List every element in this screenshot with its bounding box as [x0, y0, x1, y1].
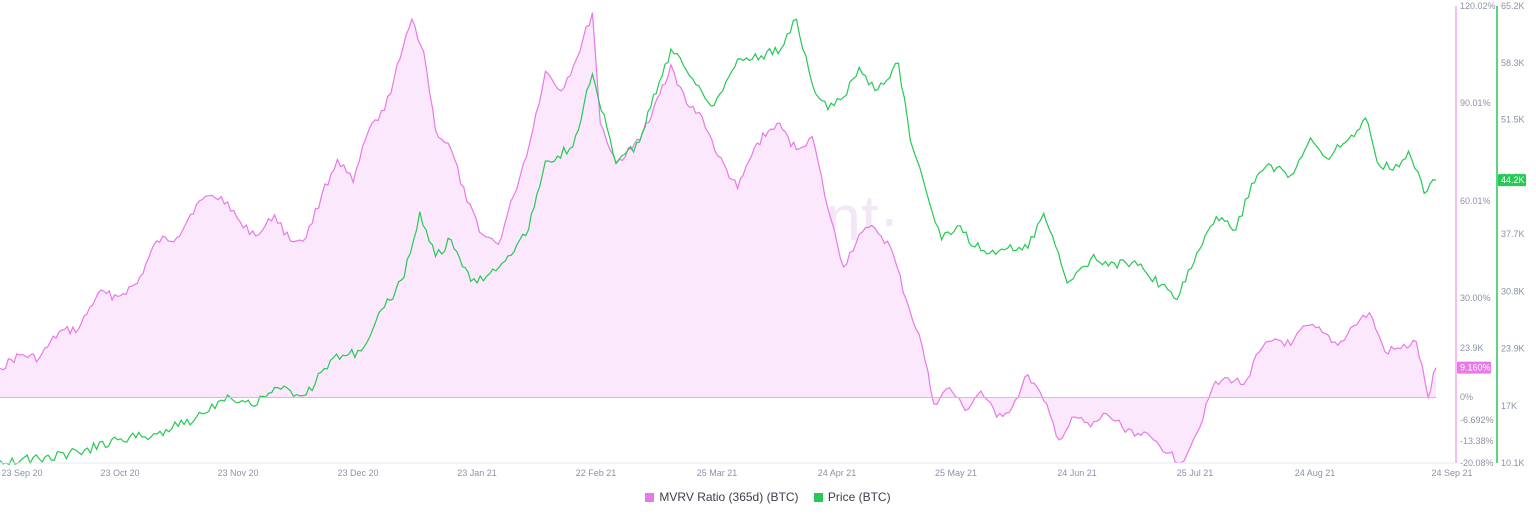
x-axis-tick-label: 24 Apr 21 [818, 468, 857, 478]
mvrv-last-value-label: 9.160% [1460, 363, 1491, 373]
price-series-line[interactable] [0, 18, 1437, 466]
mvrv-price-chart: ·santiment· 120.02%90.01%60.01%30.00%23.… [0, 1, 1526, 478]
x-axis-tick-label: 23 Oct 20 [100, 468, 139, 478]
mvrv-axis-tick-label: 0% [1460, 392, 1473, 402]
x-axis-tick-label: 24 Jun 21 [1057, 468, 1097, 478]
mvrv-area-fill [0, 12, 1436, 463]
x-axis-tick-label: 23 Sep 20 [1, 468, 42, 478]
legend-label-mvrv: MVRV Ratio (365d) (BTC) [659, 490, 799, 504]
legend-label-price: Price (BTC) [827, 490, 891, 504]
price-axis-tick-label: 65.2K [1501, 1, 1525, 11]
mvrv-axis-tick-label: 120.02% [1460, 1, 1496, 11]
mvrv-axis-tick-label: -6.692% [1460, 415, 1494, 425]
mvrv-axis-tick-label: -20.08% [1460, 458, 1494, 468]
price-axis-tick-label: 37.7K [1501, 229, 1525, 239]
mvrv-axis-tick-label: 30.00% [1460, 293, 1491, 303]
mvrv-axis-tick-label: 23.9K [1460, 343, 1484, 353]
x-axis-tick-label: 25 Mar 21 [697, 468, 738, 478]
mvrv-axis-tick-label: 60.01% [1460, 196, 1491, 206]
legend-item-price[interactable]: Price (BTC) [813, 490, 891, 504]
legend-swatch-price [813, 492, 823, 502]
mvrv-axis-tick-label: 90.01% [1460, 98, 1491, 108]
x-axis-tick-label: 25 May 21 [935, 468, 977, 478]
x-axis-tick-label: 25 Jul 21 [1177, 468, 1214, 478]
price-axis-tick-label: 51.5K [1501, 115, 1525, 125]
chart-legend: MVRV Ratio (365d) (BTC) Price (BTC) [0, 490, 1536, 505]
x-axis-tick-label: 23 Dec 20 [337, 468, 378, 478]
price-axis-tick-label: 58.3K [1501, 58, 1525, 68]
legend-swatch-mvrv [645, 492, 655, 502]
mvrv-series-line[interactable] [0, 12, 1437, 464]
mvrv-axis-tick-label: -13.38% [1460, 436, 1494, 446]
price-last-value-badge [1498, 174, 1526, 187]
x-axis-tick-label: 24 Sep 21 [1431, 468, 1472, 478]
price-axis-tick-label: 30.8K [1501, 286, 1525, 296]
price-last-value-label: 44.2K [1501, 175, 1525, 185]
mvrv-last-value-badge [1457, 361, 1491, 374]
price-axis-tick-label: 17K [1501, 401, 1517, 411]
x-axis-tick-label: 23 Jan 21 [457, 468, 497, 478]
x-axis-tick-label: 23 Nov 20 [217, 468, 258, 478]
x-axis-tick-label: 22 Feb 21 [576, 468, 617, 478]
x-axis-tick-label: 24 Aug 21 [1295, 468, 1336, 478]
price-axis-tick-label: 23.9K [1501, 344, 1525, 354]
legend-item-mvrv[interactable]: MVRV Ratio (365d) (BTC) [645, 490, 799, 504]
price-axis-tick-label: 10.1K [1501, 458, 1525, 468]
